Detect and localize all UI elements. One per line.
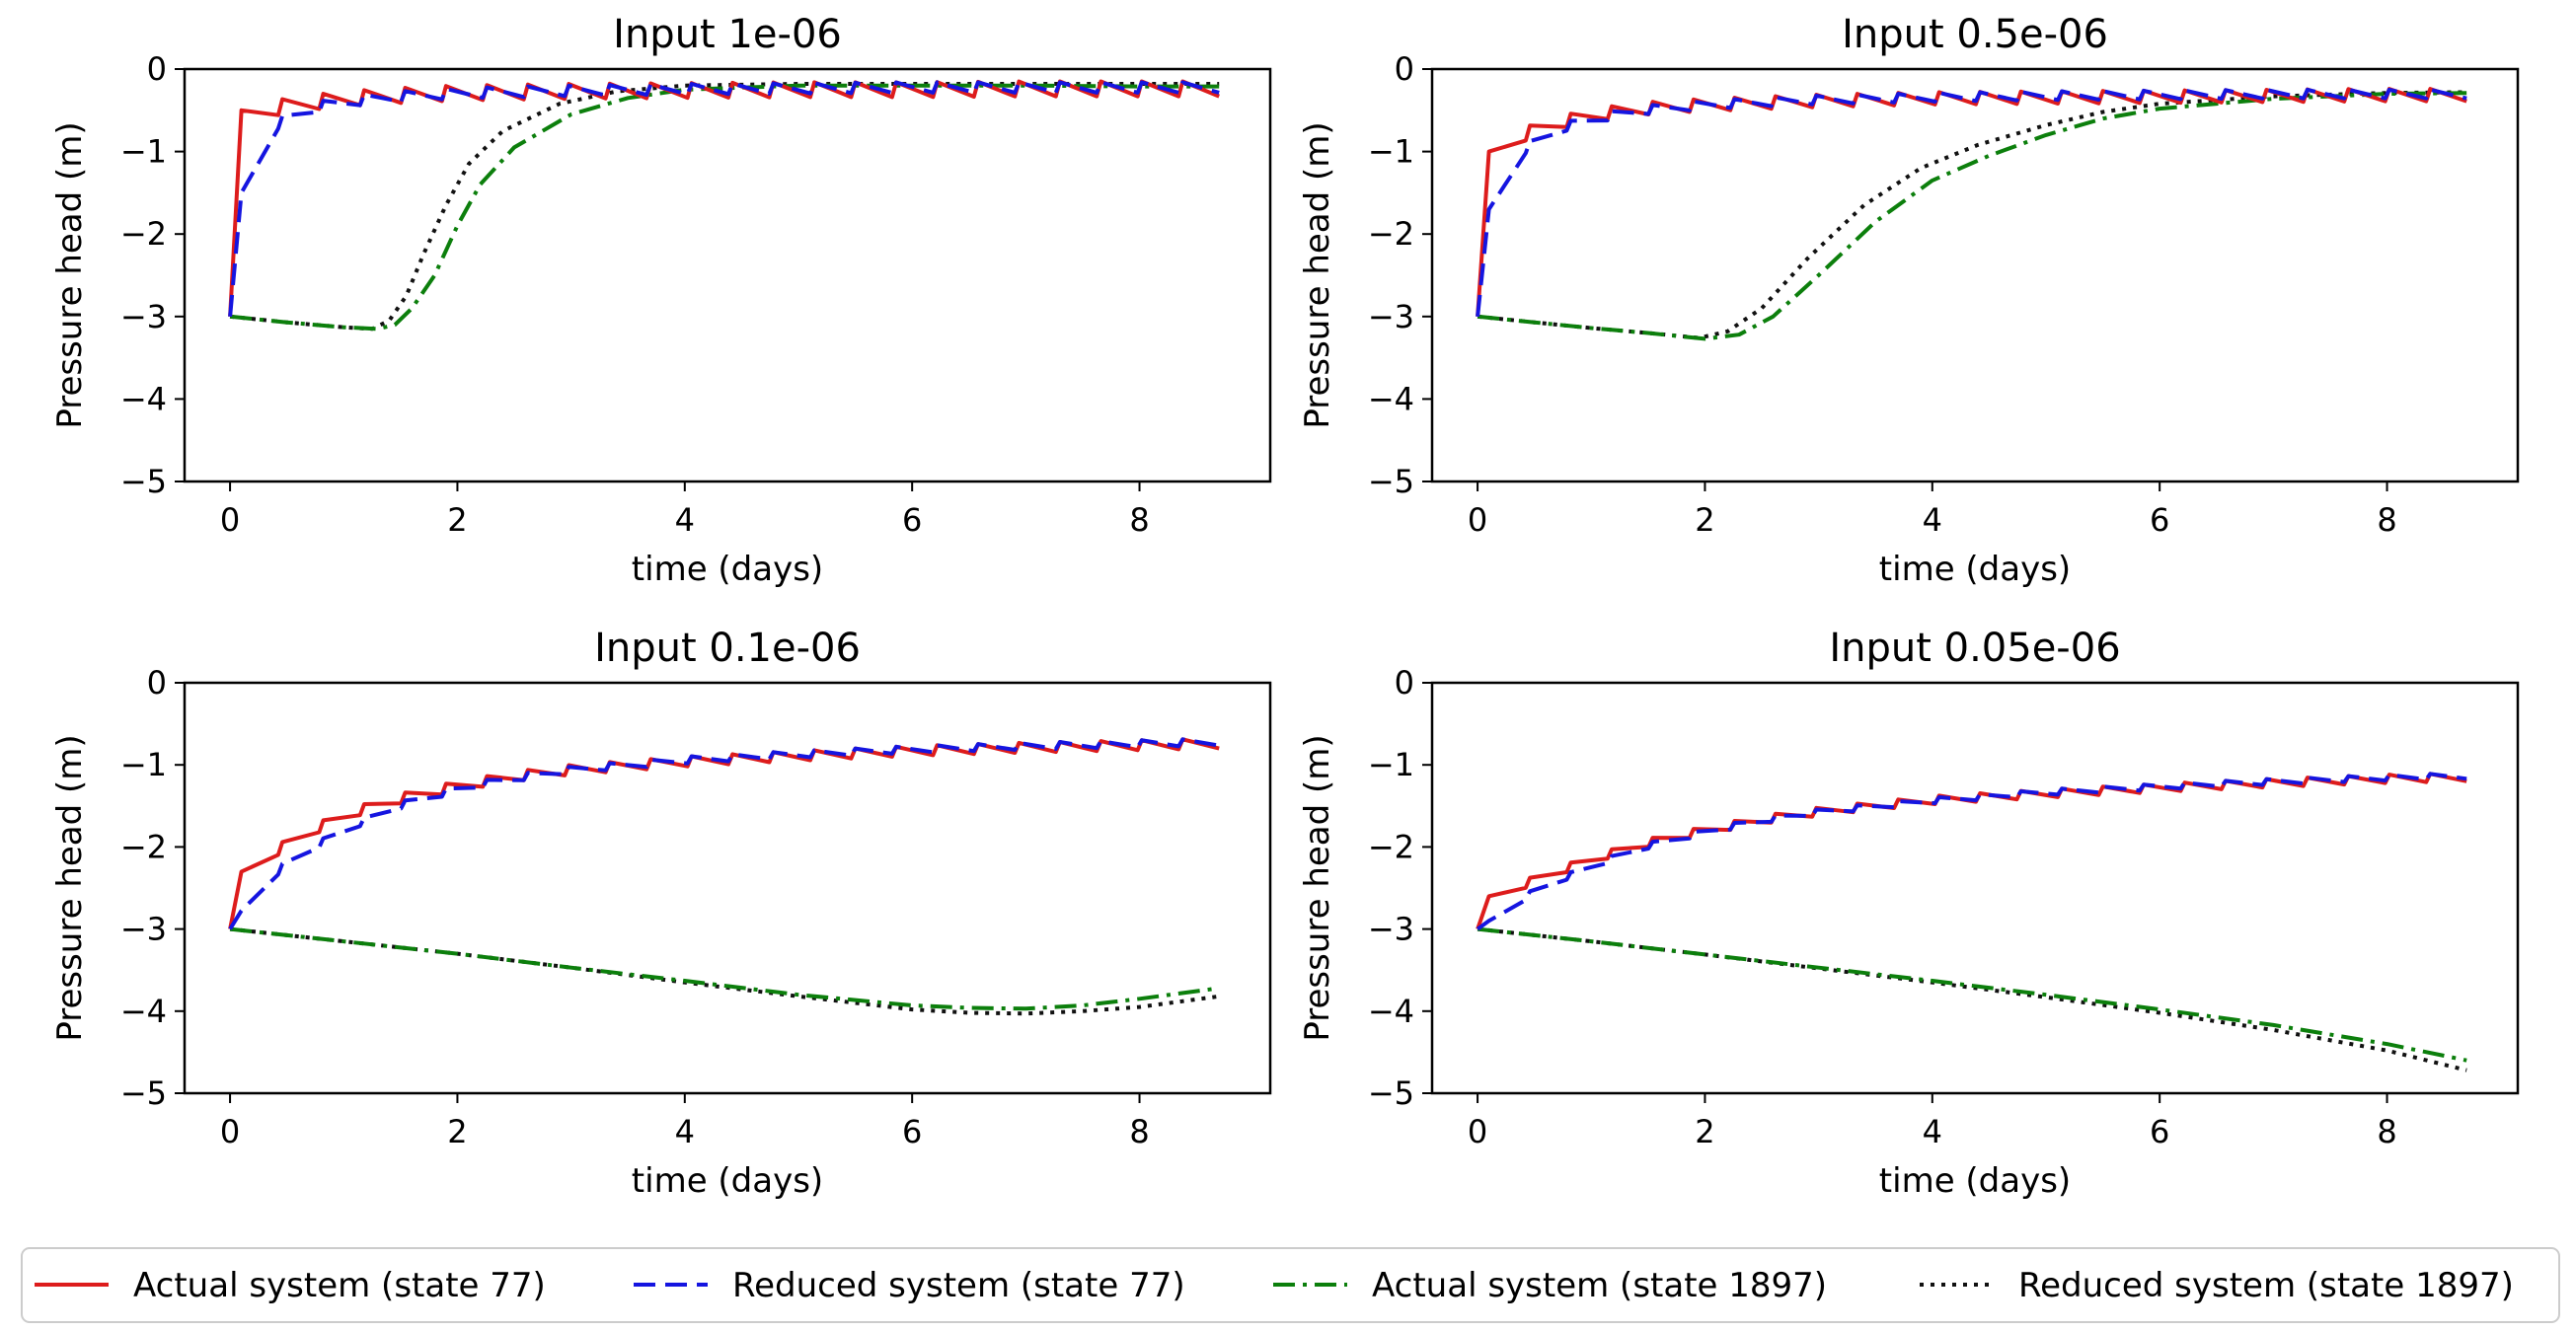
x-tick-label: 2 <box>447 1113 467 1150</box>
y-axis-label: Pressure head (m) <box>1298 121 1337 428</box>
x-tick-label: 2 <box>1695 1113 1714 1150</box>
series-line-reduced-1897 <box>229 82 1220 332</box>
x-tick-label: 0 <box>220 501 240 539</box>
y-tick-label: 0 <box>147 664 167 702</box>
x-tick-label: 8 <box>2377 501 2396 539</box>
x-tick-label: 0 <box>1468 501 1487 539</box>
series-line-actual-1897 <box>229 926 1220 1011</box>
series-group <box>1476 772 2467 1073</box>
series-group <box>228 737 1220 1016</box>
y-axis-label: Pressure head (m) <box>1298 734 1337 1041</box>
y-tick-label: −3 <box>1368 298 1414 335</box>
series-group <box>1476 87 2467 341</box>
axes-frame <box>1430 681 2520 1095</box>
y-tick-label: −4 <box>1368 380 1414 417</box>
series-line-actual-1897 <box>229 83 1220 332</box>
series-line-reduced-1897 <box>1477 926 2467 1073</box>
series-line-reduced-77 <box>228 737 1220 930</box>
series-group <box>228 79 1220 332</box>
chart-panel-1: Input 1e-06 0 2 4 6 8 0 −1 −2 −3 −4 −5 time (days) Pr… <box>50 12 1272 589</box>
y-tick-label: −1 <box>1368 746 1414 783</box>
x-tick-label: 0 <box>1468 1113 1487 1150</box>
y-tick-label: −2 <box>120 215 167 253</box>
y-tick-label: −1 <box>1368 133 1414 171</box>
y-tick-label: −4 <box>120 993 167 1030</box>
y-tick-label: −3 <box>120 298 167 335</box>
chart-title: Input 0.05e-06 <box>1829 626 2120 671</box>
x-tick-label: 4 <box>675 1113 695 1150</box>
x-tick-label: 6 <box>2150 1113 2169 1150</box>
x-axis-label: time (days) <box>632 550 823 589</box>
series-line-actual-1897 <box>1477 926 2467 1063</box>
y-tick-label: −5 <box>1368 1074 1414 1112</box>
x-tick-label: 4 <box>1923 1113 1942 1150</box>
series-line-reduced-1897 <box>229 926 1220 1016</box>
x-tick-label: 4 <box>1923 501 1942 539</box>
chart-panel-4: Input 0.05e-06 0 2 4 6 8 0 −1 −2 −3 −4 −5 time (days… <box>1298 626 2520 1201</box>
series-line-actual-1897 <box>1477 91 2467 341</box>
chart-title: Input 0.5e-06 <box>1842 12 2108 57</box>
chart-title: Input 1e-06 <box>613 12 842 57</box>
y-tick-label: 0 <box>1395 50 1414 88</box>
series-line-actual-77 <box>228 737 1220 929</box>
x-axis-label: time (days) <box>1879 550 2071 589</box>
y-tick-label: −1 <box>120 133 167 171</box>
series-line-reduced-77 <box>1476 87 2467 318</box>
legend-label-actual-1897: Actual system (state 1897) <box>1372 1266 1827 1305</box>
axes-frame <box>183 681 1272 1095</box>
series-line-reduced-1897 <box>1477 90 2467 340</box>
legend-label-actual-77: Actual system (state 77) <box>133 1266 546 1305</box>
y-tick-label: −4 <box>1368 993 1414 1030</box>
series-line-actual-77 <box>1476 87 2467 317</box>
legend-label-reduced-1897: Reduced system (state 1897) <box>2018 1266 2514 1305</box>
series-line-reduced-77 <box>228 80 1220 317</box>
y-tick-label: −5 <box>120 463 167 500</box>
y-tick-label: −4 <box>120 380 167 417</box>
x-tick-label: 4 <box>675 501 695 539</box>
chart-title: Input 0.1e-06 <box>594 626 861 671</box>
y-tick-label: 0 <box>147 50 167 88</box>
x-tick-label: 8 <box>2377 1113 2396 1150</box>
y-tick-label: −2 <box>1368 215 1414 253</box>
x-tick-label: 8 <box>1129 1113 1149 1150</box>
y-tick-label: −3 <box>1368 911 1414 948</box>
chart-panel-3: Input 0.1e-06 0 2 4 6 8 0 −1 −2 −3 −4 −5 time (days)… <box>50 626 1272 1201</box>
x-tick-label: 2 <box>1695 501 1714 539</box>
series-line-actual-77 <box>228 79 1220 317</box>
chart-panel-2: Input 0.5e-06 0 2 4 6 8 0 −1 −2 −3 −4 −5 time (days)… <box>1298 12 2520 589</box>
y-tick-label: −3 <box>120 911 167 948</box>
y-tick-label: −5 <box>1368 463 1414 500</box>
x-tick-label: 6 <box>2150 501 2169 539</box>
legend-label-reduced-77: Reduced system (state 77) <box>732 1266 1185 1305</box>
x-axis-label: time (days) <box>632 1161 823 1201</box>
x-tick-label: 0 <box>220 1113 240 1150</box>
y-tick-label: −1 <box>120 746 167 783</box>
x-tick-label: 6 <box>902 1113 922 1150</box>
series-line-reduced-77 <box>1476 772 2467 931</box>
axes-frame <box>1430 67 2520 483</box>
x-tick-label: 8 <box>1129 501 1149 539</box>
legend: Actual system (state 77) Reduced system (… <box>21 1247 2560 1323</box>
y-tick-label: −2 <box>1368 828 1414 865</box>
x-tick-label: 2 <box>447 501 467 539</box>
y-tick-label: −2 <box>120 828 167 865</box>
y-axis-label: Pressure head (m) <box>50 734 90 1041</box>
axes-frame <box>183 67 1272 483</box>
y-tick-label: −5 <box>120 1074 167 1112</box>
x-axis-label: time (days) <box>1879 1161 2071 1201</box>
x-tick-label: 6 <box>902 501 922 539</box>
y-axis-label: Pressure head (m) <box>50 121 90 428</box>
y-tick-label: 0 <box>1395 664 1414 702</box>
